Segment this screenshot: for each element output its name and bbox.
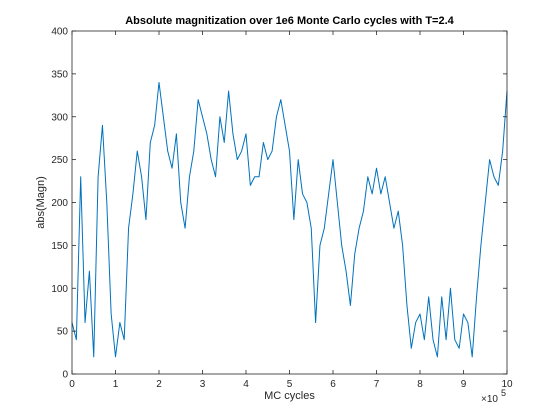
y-tick-label: 300 — [51, 112, 68, 123]
x-tick-label: 9 — [461, 379, 467, 390]
y-tick-label: 400 — [51, 27, 68, 38]
x-tick-label: 5 — [287, 379, 293, 390]
x-axis-label: MC cycles — [264, 390, 315, 402]
y-tick-label: 200 — [51, 198, 68, 209]
x-tick-label: 7 — [374, 379, 380, 390]
x-tick-label: 2 — [156, 379, 162, 390]
x-tick-label: 3 — [200, 379, 206, 390]
x-axis-multiplier: ×10 — [481, 394, 498, 405]
y-tick-label: 50 — [57, 327, 69, 338]
x-axis-multiplier-exponent: 5 — [501, 388, 506, 398]
y-tick-label: 350 — [51, 69, 68, 80]
x-tick-label: 8 — [417, 379, 423, 390]
y-axis-label: abs(Magn) — [35, 176, 47, 229]
y-tick-label: 150 — [51, 241, 68, 252]
y-tick-label: 250 — [51, 155, 68, 166]
x-tick-label: 1 — [113, 379, 119, 390]
chart-title: Absolute magnitization over 1e6 Monte Ca… — [125, 15, 454, 27]
x-tick-label: 6 — [330, 379, 336, 390]
x-tick-label: 0 — [69, 379, 75, 390]
y-tick-label: 0 — [62, 370, 68, 381]
y-tick-label: 100 — [51, 284, 68, 295]
x-tick-label: 4 — [243, 379, 249, 390]
plot-area — [72, 31, 507, 374]
